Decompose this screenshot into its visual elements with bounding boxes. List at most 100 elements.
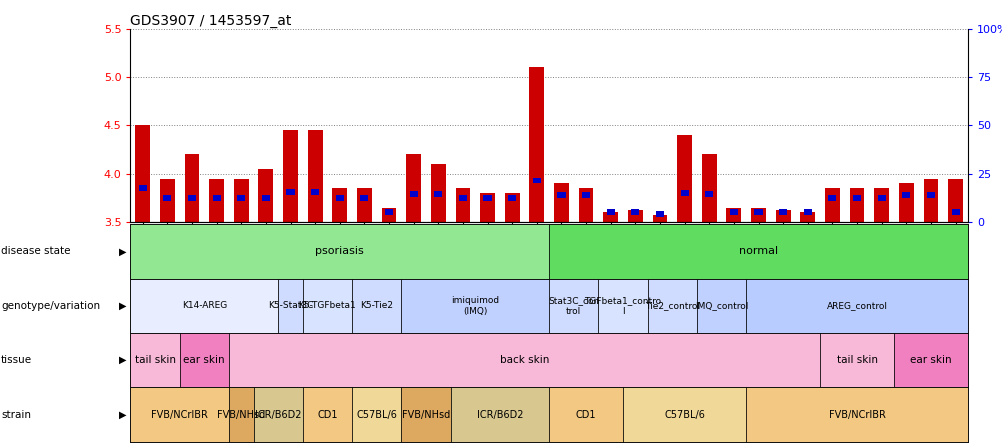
Text: FVB/NCrIBR: FVB/NCrIBR [828,409,885,420]
Text: ▶: ▶ [118,301,126,311]
Bar [578,188,593,222]
Text: FVB/NHsd: FVB/NHsd [402,409,450,420]
Bar [163,195,171,201]
Bar [431,164,445,222]
Bar [357,188,372,222]
Bar [951,210,959,215]
Bar [130,333,179,387]
Bar [745,387,967,442]
Bar [704,191,712,197]
Bar [262,195,270,201]
Text: imiquimod
(IMQ): imiquimod (IMQ) [451,296,499,316]
Bar [729,210,737,215]
Bar [159,178,174,222]
Bar [902,192,910,198]
Bar [381,207,396,222]
Text: ICR/B6D2: ICR/B6D2 [476,409,523,420]
Text: tail skin: tail skin [836,355,877,365]
Text: K5-Tie2: K5-Tie2 [360,301,393,310]
Text: ▶: ▶ [118,246,126,257]
Bar [874,188,888,222]
Bar [603,212,617,222]
Bar [557,192,565,198]
Bar [549,279,598,333]
Bar [532,178,540,183]
Bar [480,193,494,222]
Text: CD1: CD1 [575,409,596,420]
Bar [779,210,787,215]
Bar [820,333,893,387]
Bar [745,279,967,333]
Text: tail skin: tail skin [134,355,175,365]
Bar [750,207,766,222]
Bar [926,192,934,198]
Text: genotype/variation: genotype/variation [1,301,100,311]
Bar [308,130,323,222]
Bar [898,183,913,222]
Bar [385,210,393,215]
Text: C57BL/6: C57BL/6 [356,409,397,420]
Bar [803,210,811,215]
Text: IMQ_control: IMQ_control [694,301,747,310]
Bar [254,387,303,442]
Bar [450,387,549,442]
Bar [278,279,303,333]
Bar [228,387,254,442]
Bar [236,195,245,201]
Text: C57BL/6: C57BL/6 [663,409,704,420]
Text: K14-AREG: K14-AREG [181,301,226,310]
Bar [360,195,368,201]
Bar [549,224,967,279]
Bar [606,210,614,215]
Text: ▶: ▶ [118,355,126,365]
Bar [352,387,401,442]
Bar [401,279,549,333]
Text: Stat3C_con
trol: Stat3C_con trol [548,296,599,316]
Bar [701,155,715,222]
Bar [409,191,417,197]
Text: disease state: disease state [1,246,70,257]
Text: TGFbeta1_contro
l: TGFbeta1_contro l [584,296,661,316]
Text: normal: normal [738,246,778,257]
Bar [627,210,642,222]
Text: ear skin: ear skin [183,355,224,365]
Bar [676,135,691,222]
Bar [130,387,228,442]
Bar [130,224,549,279]
Bar [849,188,864,222]
Bar [825,188,839,222]
Bar [455,188,470,222]
Bar [352,279,401,333]
Bar [311,189,319,195]
Bar [877,195,885,201]
Text: strain: strain [1,409,31,420]
Bar [233,178,248,222]
Text: ICR/B6D2: ICR/B6D2 [255,409,302,420]
Bar [483,195,491,201]
Bar [228,333,820,387]
Bar [725,207,740,222]
Bar [303,279,352,333]
Text: AREG_control: AREG_control [826,301,887,310]
Bar [179,333,228,387]
Bar [303,387,352,442]
Bar [553,183,568,222]
Text: Tie2_control: Tie2_control [644,301,699,310]
Bar [406,155,421,222]
Bar [622,387,745,442]
Bar [283,130,298,222]
Bar [775,210,790,222]
Text: K5-TGFbeta1: K5-TGFbeta1 [299,301,356,310]
Bar [549,387,622,442]
Bar [529,67,544,222]
Bar [332,188,347,222]
Bar [696,279,745,333]
Text: psoriasis: psoriasis [315,246,364,257]
Bar [135,126,150,222]
Bar [947,178,962,222]
Bar [828,195,836,201]
Bar [598,279,647,333]
Text: GDS3907 / 1453597_at: GDS3907 / 1453597_at [130,14,292,28]
Bar [336,195,344,201]
Bar [184,155,199,222]
